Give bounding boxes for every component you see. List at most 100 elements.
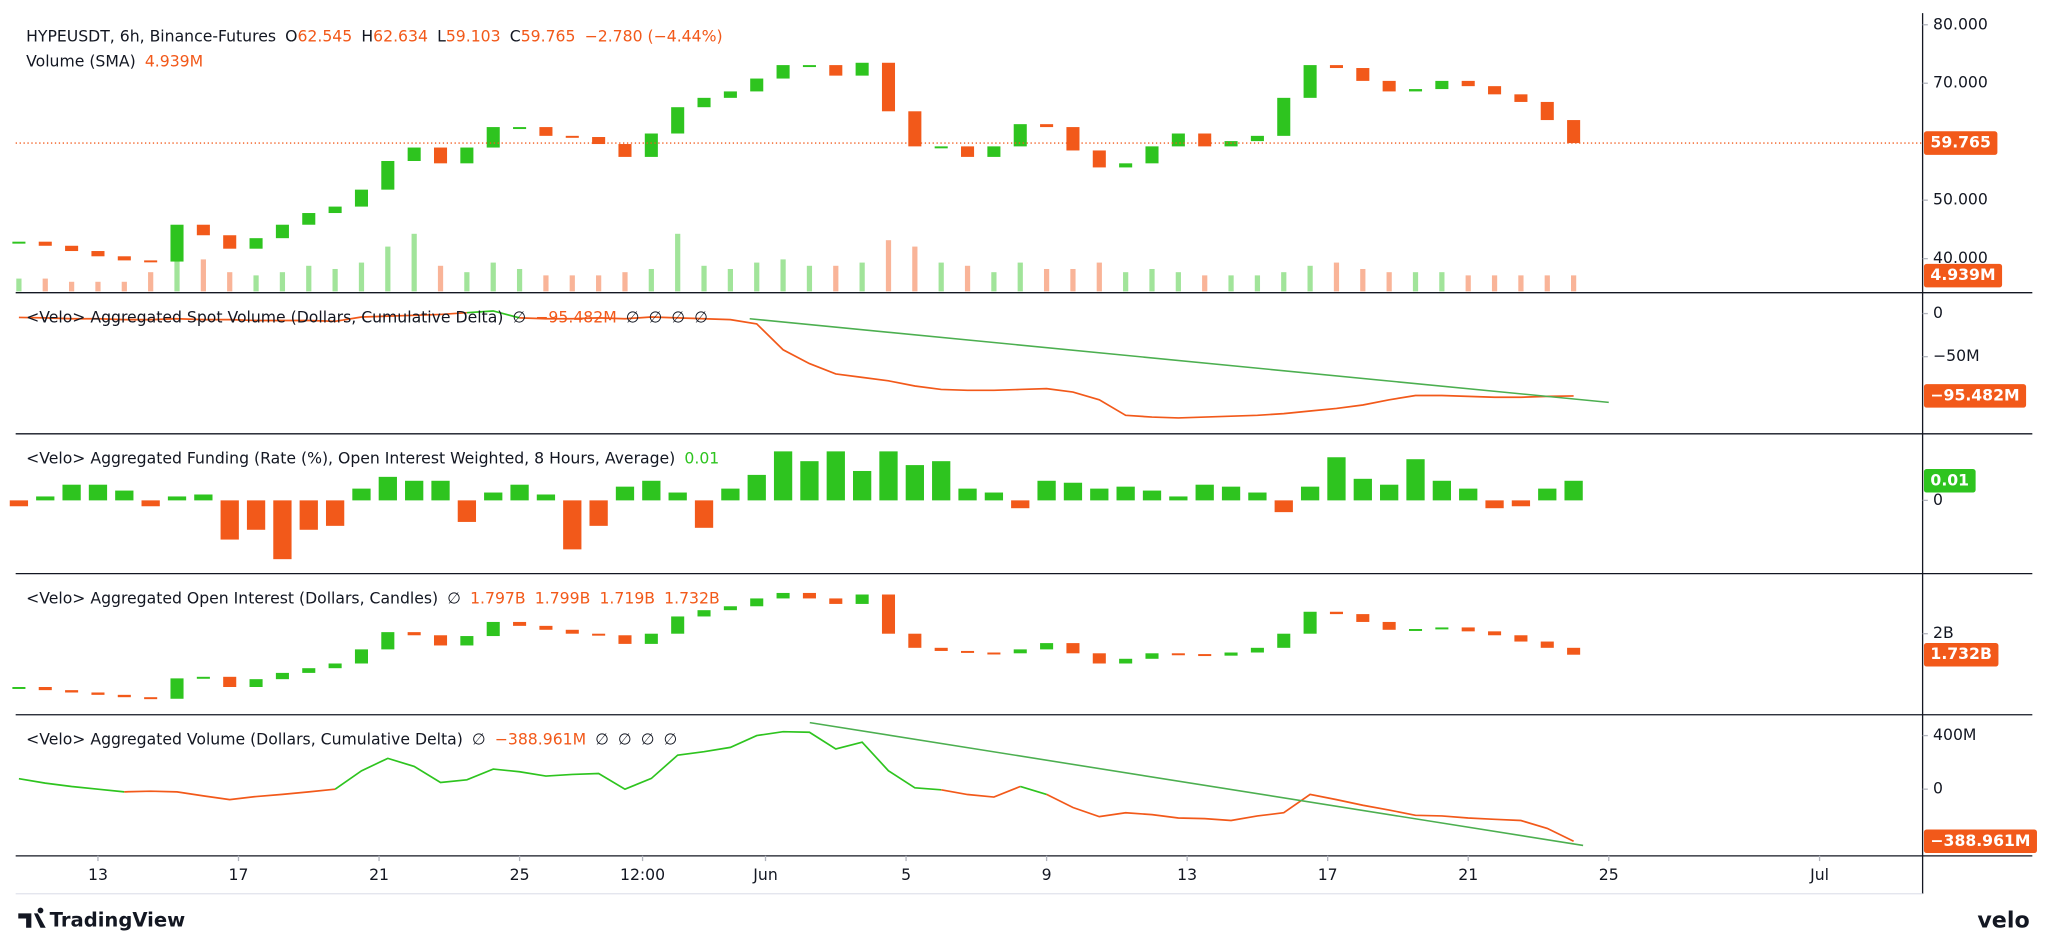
candle bbox=[802, 65, 816, 68]
candle bbox=[1382, 80, 1396, 92]
price-badge bbox=[1923, 642, 1999, 667]
candle bbox=[908, 633, 922, 648]
price-badge-label: 0.01 bbox=[1930, 470, 1969, 489]
candle bbox=[1171, 653, 1185, 656]
volume-bar bbox=[569, 275, 575, 292]
x-tick-label: 13 bbox=[1177, 865, 1197, 884]
candle bbox=[1040, 643, 1054, 650]
tradingview-logo bbox=[18, 907, 46, 928]
volume-bar bbox=[648, 268, 654, 292]
volume-bar bbox=[1096, 262, 1102, 292]
candle bbox=[144, 260, 158, 263]
legend-item: HYPEUSDT, 6h, Binance-Futures bbox=[26, 26, 276, 45]
candle bbox=[170, 678, 184, 699]
volume-bar bbox=[1544, 275, 1550, 292]
y-tick-label: 0 bbox=[1933, 490, 1943, 509]
candle bbox=[1145, 653, 1159, 659]
candle bbox=[1461, 80, 1475, 87]
volume-bar bbox=[622, 272, 628, 292]
volume-bar bbox=[859, 262, 865, 292]
candle bbox=[592, 633, 606, 636]
candle bbox=[618, 635, 632, 644]
candle bbox=[1224, 141, 1238, 147]
volume-bar bbox=[227, 272, 233, 292]
candle bbox=[723, 606, 737, 611]
volume-bar bbox=[1281, 272, 1287, 292]
pane-legend: <Velo> Aggregated Spot Volume (Dollars, … bbox=[26, 307, 708, 326]
candle bbox=[855, 594, 869, 604]
candle bbox=[486, 621, 500, 637]
volume-bar bbox=[885, 240, 892, 292]
brand[interactable]: TradingView bbox=[50, 909, 186, 932]
price-badge bbox=[1923, 384, 2027, 408]
candle bbox=[144, 697, 158, 700]
volume-bar bbox=[938, 262, 944, 292]
volume-bar bbox=[1175, 272, 1181, 292]
volume-bar bbox=[991, 272, 997, 292]
candles bbox=[12, 592, 1581, 700]
volume-bar bbox=[332, 268, 338, 292]
candle bbox=[1356, 68, 1370, 81]
candle bbox=[1092, 653, 1106, 664]
candle bbox=[328, 206, 342, 214]
legend-item: 1.719B bbox=[599, 588, 655, 607]
x-tick-label: Jun bbox=[752, 865, 777, 884]
candle bbox=[38, 687, 52, 691]
funding-bar bbox=[1406, 459, 1425, 501]
cumulative-delta-line bbox=[334, 730, 942, 791]
candle bbox=[354, 189, 369, 207]
candle bbox=[381, 632, 395, 650]
candle bbox=[592, 137, 606, 145]
funding-bar bbox=[1195, 484, 1214, 501]
volume-bar bbox=[675, 233, 681, 292]
cumulative-delta-line bbox=[466, 310, 520, 319]
candle bbox=[1277, 97, 1291, 136]
candle bbox=[407, 632, 421, 636]
candle bbox=[565, 135, 579, 138]
candle bbox=[750, 598, 764, 607]
funding-bar bbox=[694, 500, 714, 528]
candle bbox=[881, 594, 896, 634]
candle bbox=[776, 592, 790, 599]
candle bbox=[1198, 654, 1212, 657]
candle bbox=[223, 676, 237, 688]
volume-bar bbox=[95, 281, 101, 292]
candle bbox=[223, 235, 237, 249]
candle bbox=[802, 592, 816, 599]
volume-bar bbox=[1360, 268, 1366, 292]
x-tick-label: 12:00 bbox=[620, 865, 665, 884]
candle bbox=[671, 107, 685, 134]
volume-bar bbox=[200, 259, 206, 292]
funding-bar bbox=[115, 490, 134, 501]
candle bbox=[697, 610, 711, 617]
volume-bar bbox=[1333, 262, 1340, 292]
candle bbox=[987, 652, 1001, 655]
legend-item: 0.01 bbox=[684, 448, 719, 467]
candle bbox=[302, 668, 316, 673]
candle bbox=[1092, 150, 1106, 168]
candle bbox=[65, 690, 79, 693]
volume-bar bbox=[701, 265, 707, 292]
volume-bar bbox=[1070, 268, 1076, 292]
funding-bar bbox=[1353, 478, 1372, 501]
volume-bar bbox=[596, 275, 602, 292]
candle bbox=[1013, 124, 1027, 147]
legend-item: C bbox=[510, 26, 521, 45]
funding-bar bbox=[1116, 486, 1135, 501]
funding-bar bbox=[668, 492, 687, 501]
volume-bar bbox=[806, 265, 813, 292]
candle bbox=[881, 62, 896, 112]
candle bbox=[407, 147, 421, 161]
volume-bar bbox=[964, 265, 971, 292]
candle bbox=[486, 127, 500, 148]
candle bbox=[433, 147, 448, 164]
candle bbox=[961, 650, 975, 653]
candle bbox=[196, 224, 210, 236]
volume-bar bbox=[780, 259, 786, 292]
funding-bar bbox=[642, 480, 661, 501]
funding-bar bbox=[984, 492, 1004, 501]
x-tick-label: 17 bbox=[1318, 865, 1338, 884]
volume-bar bbox=[16, 278, 22, 292]
volume-bar bbox=[279, 272, 286, 292]
cumulative-delta-line bbox=[18, 777, 125, 793]
